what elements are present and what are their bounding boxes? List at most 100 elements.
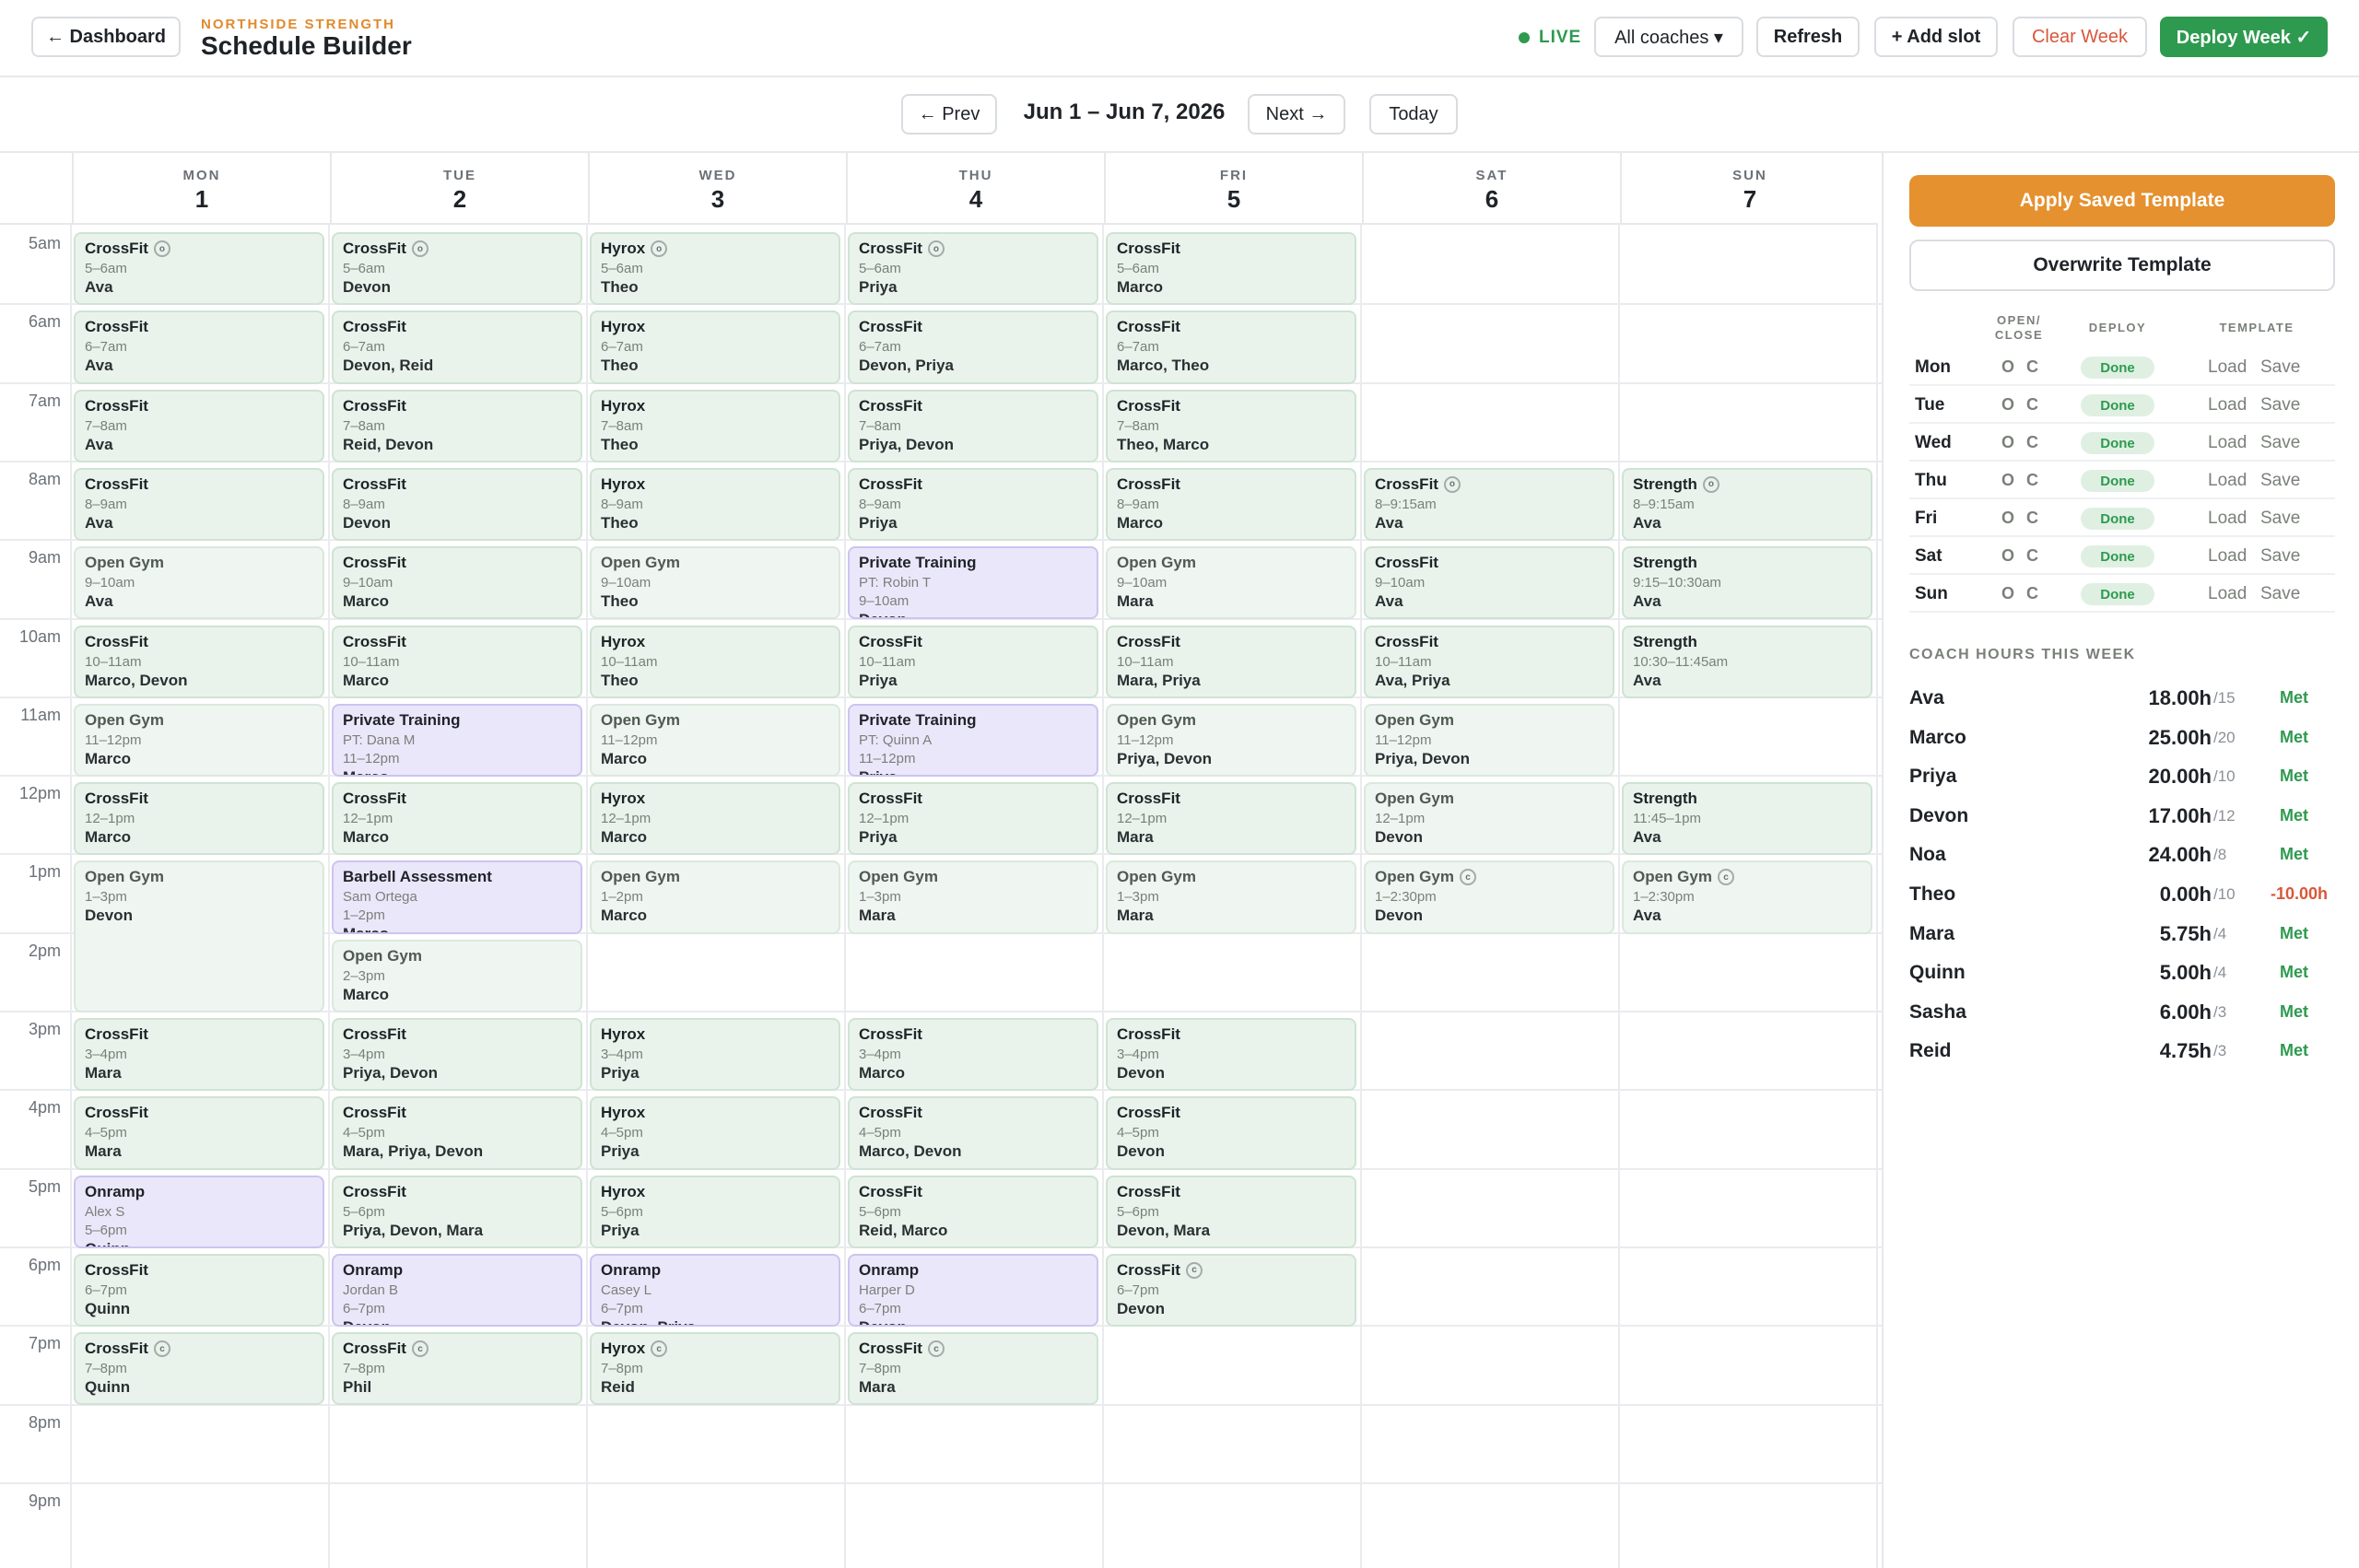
save-template-link[interactable]: Save <box>2260 357 2301 377</box>
class-slot[interactable]: Open Gym 1–2pm Marco <box>590 860 840 934</box>
class-slot[interactable]: Private Training PT: Robin T 9–10amDevon <box>848 546 1098 620</box>
class-slot[interactable]: Onramp Harper D 6–7pm Devon <box>848 1253 1098 1328</box>
next-week-button[interactable]: Next → <box>1248 94 1345 135</box>
class-slot[interactable]: Open Gym c 1–2:30pm Devon <box>1364 860 1614 934</box>
save-template-link[interactable]: Save <box>2260 509 2301 528</box>
class-slot[interactable]: Hyrox c 7–8pm Reid <box>590 1332 840 1406</box>
class-slot[interactable]: CrossFit 8–9am Devon <box>332 467 582 542</box>
class-slot[interactable]: Open Gym 9–10am Theo <box>590 546 840 620</box>
class-slot[interactable]: CrossFit 4–5pm Devon <box>1106 1096 1356 1170</box>
class-slot[interactable]: Onramp Jordan B 6–7pm Devon <box>332 1253 582 1328</box>
class-slot[interactable]: CrossFit 3–4pm Devon <box>1106 1018 1356 1092</box>
class-slot[interactable]: CrossFit 5–6am Marco <box>1106 232 1356 306</box>
class-slot[interactable]: CrossFit c 7–8pm Phil <box>332 1332 582 1406</box>
today-button[interactable]: Today <box>1369 94 1458 135</box>
coach-filter-select[interactable]: All coaches ▾ <box>1594 17 1743 57</box>
class-slot[interactable]: Open Gym 11–12pm Priya, Devon <box>1364 703 1614 778</box>
open-close-toggle[interactable]: O C <box>2001 471 2043 489</box>
class-slot[interactable]: Open Gym 12–1pm Devon <box>1364 782 1614 856</box>
class-slot[interactable]: CrossFit 10–11am Ava, Priya <box>1364 625 1614 698</box>
class-slot[interactable]: CrossFit o 5–6am Priya <box>848 232 1098 306</box>
class-slot[interactable]: CrossFit 6–7am Marco, Theo <box>1106 310 1356 384</box>
class-slot[interactable]: CrossFit 6–7am Ava <box>74 310 324 384</box>
load-template-link[interactable]: Load <box>2208 357 2248 377</box>
open-close-toggle[interactable]: O C <box>2001 584 2043 603</box>
save-template-link[interactable]: Save <box>2260 546 2301 566</box>
class-slot[interactable]: CrossFit 10–11am Marco, Devon <box>74 625 324 698</box>
class-slot[interactable]: CrossFit 10–11am Priya <box>848 625 1098 698</box>
class-slot[interactable]: CrossFit 12–1pm Priya <box>848 782 1098 856</box>
class-slot[interactable]: CrossFit 6–7am Devon, Reid <box>332 310 582 384</box>
class-slot[interactable]: Private Training PT: Dana M 11–12pm Marco <box>332 703 582 778</box>
class-slot[interactable]: CrossFit 4–5pm Marco, Devon <box>848 1096 1098 1170</box>
class-slot[interactable]: CrossFit 10–11am Marco <box>332 625 582 698</box>
class-slot[interactable]: CrossFit 12–1pm Mara <box>1106 782 1356 856</box>
class-slot[interactable]: Open Gym 9–10am Ava <box>74 546 324 620</box>
overwrite-template-button[interactable]: Overwrite Template <box>1909 240 2335 291</box>
class-slot[interactable]: CrossFit 6–7pm Quinn <box>74 1253 324 1328</box>
class-slot[interactable]: CrossFit 8–9am Ava <box>74 467 324 542</box>
load-template-link[interactable]: Load <box>2208 433 2248 452</box>
class-slot[interactable]: CrossFit 7–8am Reid, Devon <box>332 389 582 462</box>
class-slot[interactable]: CrossFit 12–1pm Marco <box>74 782 324 856</box>
back-to-dashboard-button[interactable]: ← Dashboard <box>31 17 181 57</box>
class-slot[interactable]: CrossFit 12–1pm Marco <box>332 782 582 856</box>
class-slot[interactable]: CrossFit 3–4pm Mara <box>74 1018 324 1092</box>
class-slot[interactable]: CrossFit 7–8am Ava <box>74 389 324 462</box>
class-slot[interactable]: Hyrox 7–8am Theo <box>590 389 840 462</box>
load-template-link[interactable]: Load <box>2208 509 2248 528</box>
class-slot[interactable]: Hyrox 8–9am Theo <box>590 467 840 542</box>
class-slot[interactable]: CrossFit 7–8am Theo, Marco <box>1106 389 1356 462</box>
class-slot[interactable]: CrossFit 4–5pm Mara <box>74 1096 324 1170</box>
save-template-link[interactable]: Save <box>2260 584 2301 603</box>
class-slot[interactable]: Open Gym 2–3pm Marco <box>332 939 582 1012</box>
save-template-link[interactable]: Save <box>2260 471 2301 490</box>
class-slot[interactable]: Hyrox 3–4pm Priya <box>590 1018 840 1092</box>
class-slot[interactable]: CrossFit c 7–8pm Quinn <box>74 1332 324 1406</box>
class-slot[interactable]: CrossFit o 8–9:15am Ava <box>1364 467 1614 542</box>
load-template-link[interactable]: Load <box>2208 395 2248 415</box>
class-slot[interactable]: Open Gym 1–3pm Mara <box>848 860 1098 934</box>
class-slot[interactable]: Hyrox 5–6pm Priya <box>590 1175 840 1248</box>
class-slot[interactable]: CrossFit 9–10am Ava <box>1364 546 1614 620</box>
apply-saved-template-button[interactable]: Apply Saved Template <box>1909 175 2335 227</box>
open-close-toggle[interactable]: O C <box>2001 395 2043 414</box>
class-slot[interactable]: Open Gym 11–12pm Marco <box>590 703 840 778</box>
class-slot[interactable]: Onramp Casey L 6–7pm Devon, Priya <box>590 1253 840 1328</box>
class-slot[interactable]: Hyrox 12–1pm Marco <box>590 782 840 856</box>
deploy-week-button[interactable]: Deploy Week ✓ <box>2160 17 2328 57</box>
class-slot[interactable]: Private Training PT: Quinn A 11–12pm Priya <box>848 703 1098 778</box>
clear-week-button[interactable]: Clear Week <box>2013 17 2147 57</box>
class-slot[interactable]: CrossFit 5–6pm Reid, Marco <box>848 1175 1098 1248</box>
class-slot[interactable]: CrossFit c 7–8pm Mara <box>848 1332 1098 1406</box>
class-slot[interactable]: CrossFit o 5–6am Ava <box>74 232 324 306</box>
class-slot[interactable]: Open Gym 1–3pm Mara <box>1106 860 1356 934</box>
open-close-toggle[interactable]: O C <box>2001 357 2043 376</box>
class-slot[interactable]: Open Gym 9–10am Mara <box>1106 546 1356 620</box>
class-slot[interactable]: Strength 10:30–11:45am Ava <box>1622 625 1872 698</box>
class-slot[interactable]: Strength 11:45–1pm Ava <box>1622 782 1872 856</box>
class-slot[interactable]: Hyrox 6–7am Theo <box>590 310 840 384</box>
refresh-button[interactable]: Refresh <box>1756 17 1860 57</box>
save-template-link[interactable]: Save <box>2260 395 2301 415</box>
open-close-toggle[interactable]: O C <box>2001 433 2043 451</box>
class-slot[interactable]: Hyrox o 5–6am Theo <box>590 232 840 306</box>
load-template-link[interactable]: Load <box>2208 546 2248 566</box>
class-slot[interactable]: CrossFit 3–4pm Priya, Devon <box>332 1018 582 1092</box>
class-slot[interactable]: Strength 9:15–10:30am Ava <box>1622 546 1872 620</box>
class-slot[interactable]: Hyrox 10–11am Theo <box>590 625 840 698</box>
class-slot[interactable]: CrossFit 5–6pm Devon, Mara <box>1106 1175 1356 1248</box>
class-slot[interactable]: CrossFit 7–8am Priya, Devon <box>848 389 1098 462</box>
class-slot[interactable]: Open Gym c 1–2:30pm Ava <box>1622 860 1872 934</box>
class-slot[interactable]: CrossFit 8–9am Priya <box>848 467 1098 542</box>
class-slot[interactable]: CrossFit o 5–6am Devon <box>332 232 582 306</box>
save-template-link[interactable]: Save <box>2260 433 2301 452</box>
open-close-toggle[interactable]: O C <box>2001 546 2043 565</box>
open-close-toggle[interactable]: O C <box>2001 509 2043 527</box>
class-slot[interactable]: Open Gym 11–12pm Priya, Devon <box>1106 703 1356 778</box>
class-slot[interactable]: CrossFit 10–11am Mara, Priya <box>1106 625 1356 698</box>
class-slot[interactable]: Open Gym 11–12pm Marco <box>74 703 324 778</box>
class-slot[interactable]: Open Gym 1–3pm Devon <box>74 860 324 1012</box>
class-slot[interactable]: Strength o 8–9:15am Ava <box>1622 467 1872 542</box>
load-template-link[interactable]: Load <box>2208 471 2248 490</box>
